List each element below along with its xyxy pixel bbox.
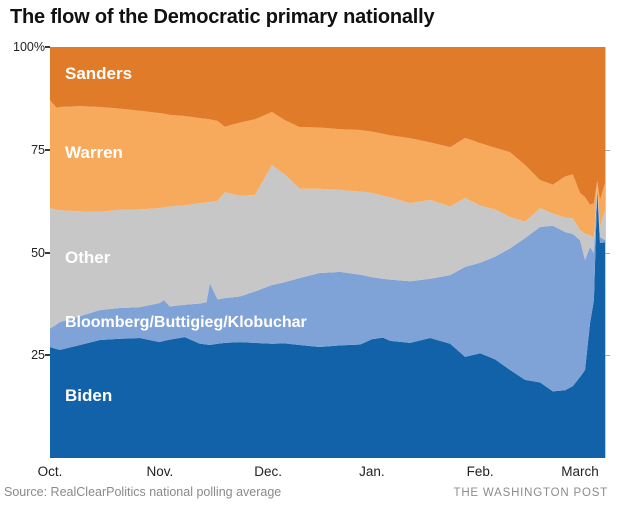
y-tick-label-75: 75 [31,142,45,157]
x-tick-label-feb: Feb. [466,464,494,479]
plot-area: Sanders Warren Other Bloomberg/Buttigieg… [50,47,605,458]
x-tick-label-oct: Oct. [37,464,63,479]
y-tick-label-50: 50 [31,245,45,260]
x-tick-label-jan: Jan. [359,464,385,479]
stacked-area-chart [50,47,605,458]
source-note: Source: RealClearPolitics national polli… [4,485,282,499]
y-tick-mark-left-25 [45,354,50,357]
y-tick-mark-right-50 [605,252,610,254]
x-tick-label-march: March [561,464,599,479]
y-tick-label-100: 100% [13,40,45,54]
area-bloomberg-buttigieg-klobuchar [50,186,605,392]
area-biden [50,190,605,458]
washington-post-credit: THE WASHINGTON POST [453,487,608,499]
footer: Source: RealClearPolitics national polli… [4,485,608,499]
y-tick-mark-right-25 [605,355,610,357]
y-tick-mark-right-75 [605,149,610,151]
area-warren [50,100,605,239]
area-sanders [50,47,605,205]
y-tick-mark-left-50 [45,251,50,254]
page-title: The flow of the Democratic primary natio… [10,6,435,28]
x-tick-label-dec: Dec. [254,464,282,479]
x-tick-label-nov: Nov. [146,464,174,479]
y-tick-label-25: 25 [31,348,45,363]
area-other [50,164,605,329]
y-tick-mark-left-75 [45,148,50,151]
y-tick-mark-left-100 [45,46,50,48]
